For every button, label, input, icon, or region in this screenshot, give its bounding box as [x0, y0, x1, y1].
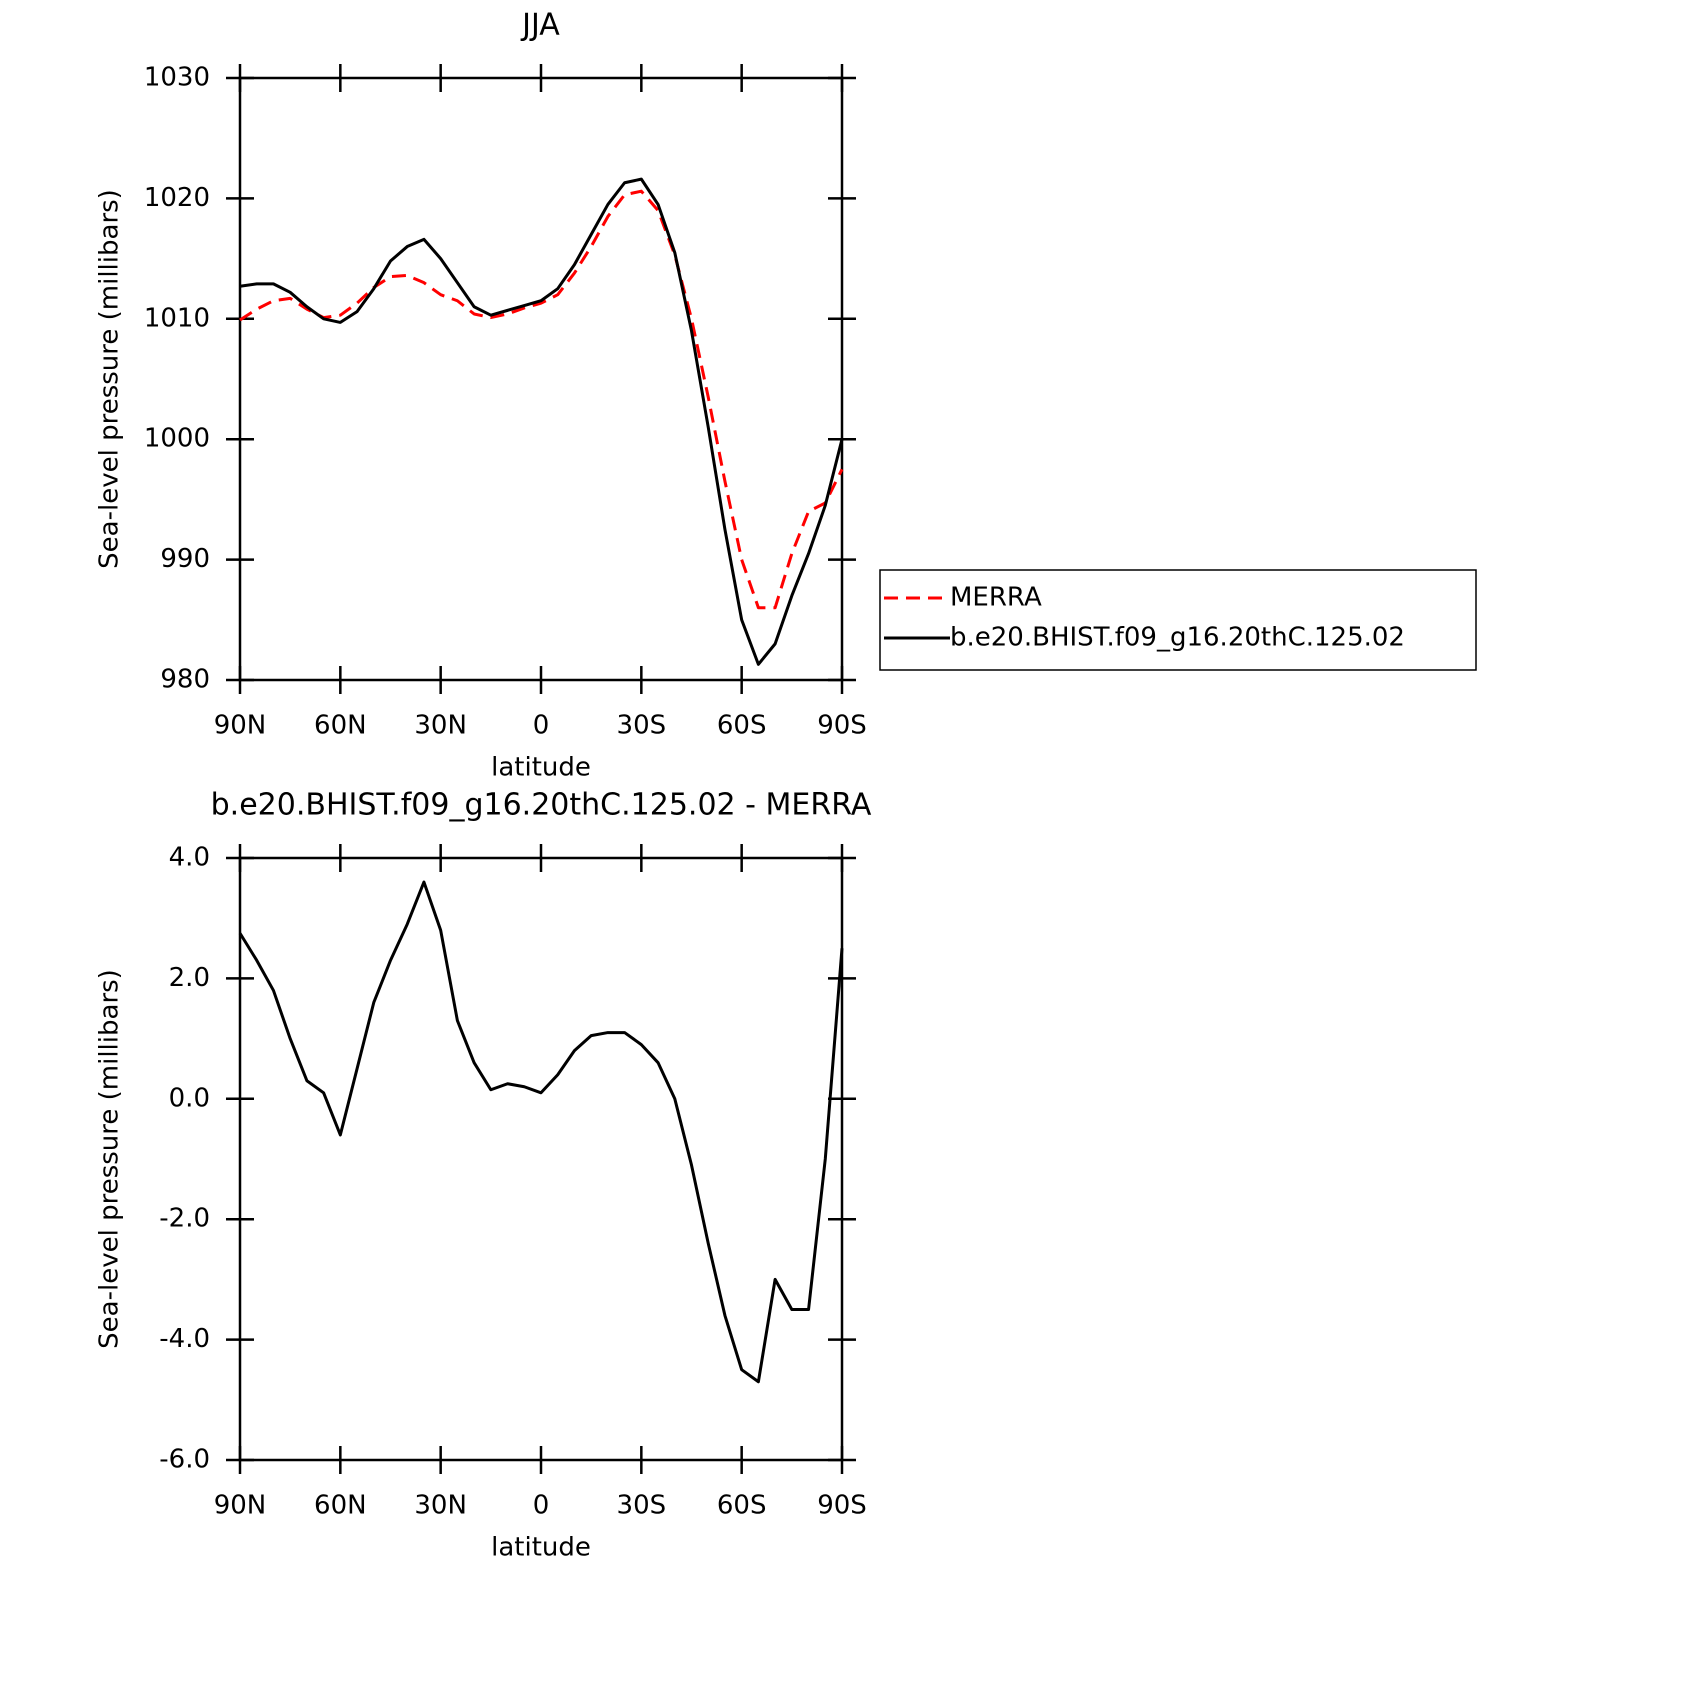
data-line: [239, 177, 844, 666]
chart-title: JJA: [520, 8, 560, 43]
y-tick-label: 1020: [144, 183, 210, 213]
y-tick-label: 1030: [144, 63, 210, 93]
plot-frame: [238, 856, 844, 1462]
y-tick-label: 1010: [144, 303, 210, 333]
legend-label: b.e20.BHIST.f09_g16.20thC.125.02: [950, 623, 1405, 653]
y-tick-label: -4.0: [159, 1324, 210, 1354]
x-tick-label: 90N: [214, 711, 267, 741]
y-tick-label: 4.0: [169, 843, 210, 873]
y-tick-label: -6.0: [159, 1445, 210, 1475]
y-tick-label: -2.0: [159, 1204, 210, 1234]
x-tick-label: 90N: [214, 1491, 267, 1521]
y-tick-label: 0.0: [169, 1083, 210, 1113]
x-tick-label: 30S: [617, 711, 667, 741]
data-line: [238, 880, 844, 1384]
x-tick-label: 30N: [414, 711, 467, 741]
x-axis-label: latitude: [491, 1533, 591, 1563]
x-tick-label: 0: [533, 711, 550, 741]
x-tick-label: 60S: [717, 711, 767, 741]
x-tick-label: 30N: [414, 1491, 467, 1521]
x-tick-label: 0: [533, 1491, 550, 1521]
y-axis-label: Sea-level pressure (millibars): [95, 969, 125, 1349]
y-tick-label: 1000: [144, 424, 210, 454]
y-tick-label: 2.0: [169, 963, 210, 993]
x-tick-label: 30S: [617, 1491, 667, 1521]
x-tick-label: 90S: [817, 711, 867, 741]
chart-title: b.e20.BHIST.f09_g16.20thC.125.02 - MERRA: [211, 788, 872, 823]
legend-box: [879, 569, 1477, 671]
x-tick-label: 60N: [314, 711, 367, 741]
data-line: [239, 189, 844, 610]
y-tick-label: 990: [160, 544, 210, 574]
y-tick-label: 980: [160, 665, 210, 695]
x-tick-label: 90S: [817, 1491, 867, 1521]
y-axis-label: Sea-level pressure (millibars): [95, 189, 125, 569]
x-tick-label: 60N: [314, 1491, 367, 1521]
legend-label: MERRA: [950, 583, 1042, 613]
x-axis-label: latitude: [491, 753, 591, 783]
x-tick-label: 60S: [717, 1491, 767, 1521]
